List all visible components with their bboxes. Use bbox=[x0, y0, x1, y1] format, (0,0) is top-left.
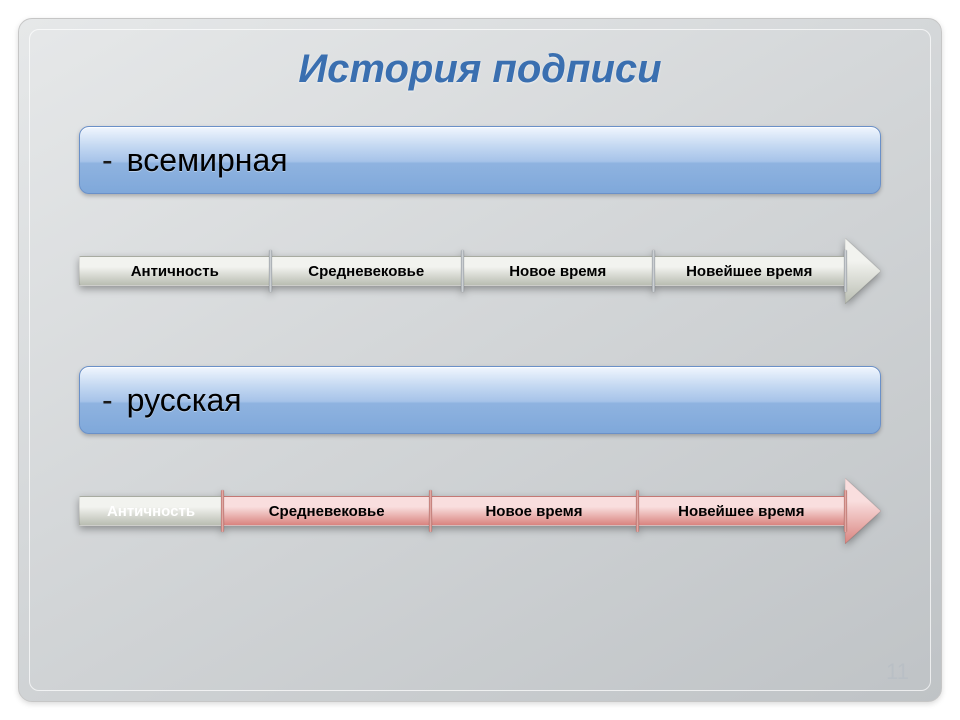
slide-title: История подписи bbox=[19, 19, 941, 92]
timeline-segment-label: Новое время bbox=[485, 503, 582, 520]
timeline-segment: Новое время bbox=[430, 496, 637, 526]
timeline-segment: Античность bbox=[79, 256, 271, 286]
timeline-russian: Античность Средневековье Новое время Новейш… bbox=[79, 478, 881, 544]
timeline-tick bbox=[636, 490, 639, 532]
timeline-tick bbox=[844, 250, 847, 292]
timeline-tick bbox=[429, 490, 432, 532]
timeline-segment-label: Новейшее время bbox=[678, 503, 804, 520]
timeline-segment: Новейшее время bbox=[654, 256, 846, 286]
timeline-segment-label: Античность bbox=[131, 263, 219, 280]
timeline-world: Античность Средневековье Новое время Новейш… bbox=[79, 238, 881, 304]
timeline-tick bbox=[652, 250, 655, 292]
timeline-arrowhead-icon bbox=[845, 238, 881, 304]
timeline-tick bbox=[844, 490, 847, 532]
timeline-segment: Античность bbox=[79, 496, 223, 526]
timeline-segment: Средневековье bbox=[223, 496, 430, 526]
slide-content: -всемирнаяАнтичностьСредневековьеНовое в… bbox=[19, 126, 941, 544]
timeline-segment-label: Античность bbox=[107, 503, 195, 520]
bullet-dash: - bbox=[102, 142, 113, 179]
section-bar-0: -всемирная bbox=[79, 126, 881, 194]
timeline-segment-label: Новое время bbox=[509, 263, 606, 280]
timeline-arrowhead-icon bbox=[845, 478, 881, 544]
section-bar-label: русская bbox=[127, 382, 242, 419]
timeline-segment: Средневековье bbox=[271, 256, 463, 286]
section-bar-label: всемирная bbox=[127, 142, 288, 179]
timeline-segment-label: Средневековье bbox=[308, 263, 424, 280]
page-number: 11 bbox=[886, 659, 909, 685]
timeline-segment: Новое время bbox=[462, 256, 654, 286]
section-bar-1: -русская bbox=[79, 366, 881, 434]
timeline-tick bbox=[269, 250, 272, 292]
slide-background: История подписи -всемирнаяАнтичностьСред… bbox=[18, 18, 942, 702]
timeline-tick bbox=[461, 250, 464, 292]
timeline-segment-label: Новейшее время bbox=[686, 263, 812, 280]
timeline-segment-label: Средневековье bbox=[269, 503, 385, 520]
timeline-segment: Новейшее время bbox=[638, 496, 845, 526]
bullet-dash: - bbox=[102, 382, 113, 419]
